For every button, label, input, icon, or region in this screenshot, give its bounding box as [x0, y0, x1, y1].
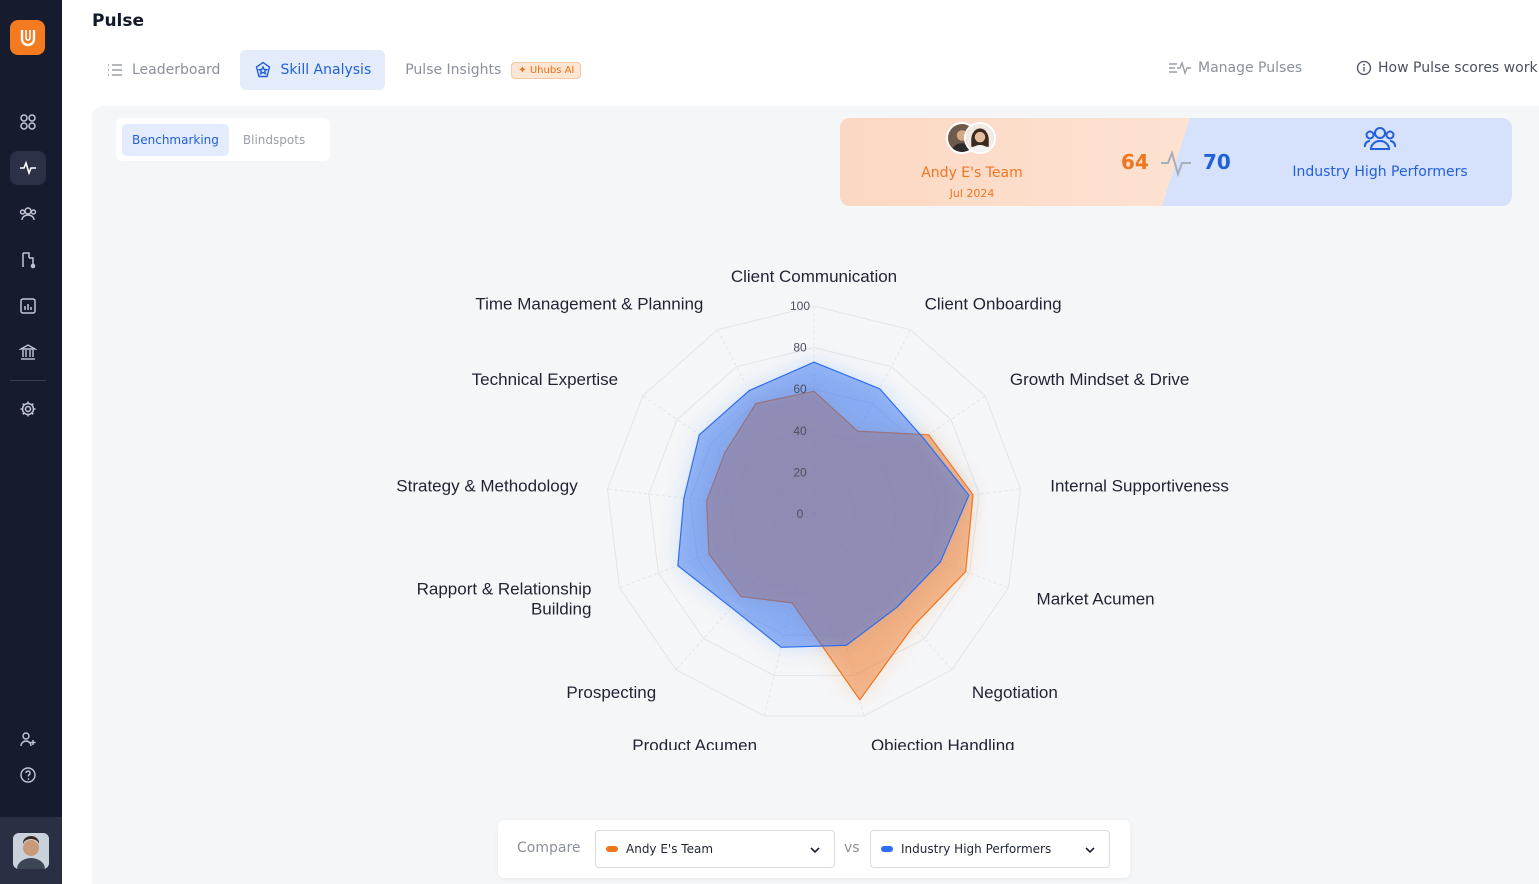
pulse-icon	[1161, 149, 1191, 178]
nav-reports[interactable]	[10, 289, 46, 323]
axis-label: Internal Supportiveness	[1050, 476, 1229, 495]
radial-tick-label: 100	[790, 299, 810, 313]
radial-tick-label: 80	[793, 341, 807, 355]
benchmark-color-dot	[881, 846, 893, 852]
nav-institution[interactable]	[10, 335, 46, 369]
team-member-avatar	[964, 122, 996, 154]
compare-bar: Compare Andy E's Team vs Industry High P…	[498, 820, 1130, 878]
subtab-benchmarking[interactable]: Benchmarking	[122, 123, 229, 156]
gear-icon	[20, 401, 36, 417]
avatar	[13, 832, 49, 869]
compare-right-value: Industry High Performers	[901, 842, 1052, 856]
compare-label: Compare	[517, 840, 581, 856]
badge-icon	[256, 61, 271, 78]
tab-label: Leaderboard	[132, 62, 221, 78]
how-scores-work-label: How Pulse scores work	[1378, 60, 1538, 76]
compare-right-select[interactable]: Industry High Performers	[870, 830, 1110, 868]
axis-label: Objection Handling	[871, 736, 1015, 750]
radial-tick-label: 60	[793, 382, 807, 396]
sparkle-icon: ✦	[518, 64, 527, 76]
comparison-banner: Andy E's Team Jul 2024 64 70 Industry Hi…	[840, 118, 1512, 206]
funnel-icon	[22, 252, 36, 269]
users-icon	[19, 207, 37, 221]
bank-icon	[19, 344, 37, 360]
logo-icon	[20, 29, 35, 46]
axis-label: Client Communication	[731, 267, 897, 286]
ai-badge: ✦ Uhubs AI	[511, 61, 582, 79]
axis-label: Product Acumen	[632, 736, 757, 750]
axis-label: Client Onboarding	[925, 294, 1062, 313]
team-name: Andy E's Team	[921, 165, 1023, 181]
chevron-down-icon	[810, 847, 820, 854]
manage-pulses-label: Manage Pulses	[1198, 60, 1303, 76]
axis-label: Technical Expertise	[472, 370, 618, 389]
axis-label: Market Acumen	[1037, 589, 1155, 608]
axis-label: Negotiation	[972, 683, 1058, 702]
axis-label: Strategy & Methodology	[396, 476, 578, 495]
benchmark-score: 70	[1203, 150, 1231, 174]
list-icon	[108, 64, 122, 76]
subtab-blindspots[interactable]: Blindspots	[242, 132, 306, 147]
team-side	[840, 118, 1190, 206]
grid-icon	[20, 114, 36, 130]
team-date: Jul 2024	[949, 187, 995, 200]
vs-label: vs	[844, 840, 860, 856]
nav-settings[interactable]	[10, 392, 46, 426]
user-profile[interactable]	[0, 817, 62, 884]
tab-label: Skill Analysis	[280, 62, 372, 78]
team-avatars	[946, 122, 998, 156]
tab-bar: Leaderboard Skill Analysis Pulse Insight…	[92, 50, 601, 90]
nav-dashboard[interactable]	[10, 105, 46, 139]
benchmark-name: Industry High Performers	[1292, 164, 1468, 180]
axis-label: Prospecting	[566, 683, 656, 702]
group-icon	[1364, 127, 1396, 150]
nav-invite[interactable]	[10, 722, 46, 756]
add-user-icon	[20, 732, 36, 747]
axis-label: Time Management & Planning	[475, 294, 703, 313]
page-title: Pulse	[92, 11, 145, 31]
manage-pulses-button[interactable]: Manage Pulses	[1168, 60, 1302, 76]
chevron-down-icon	[1085, 847, 1095, 854]
pulse-icon	[20, 160, 36, 176]
how-scores-work-link[interactable]: How Pulse scores work	[1356, 60, 1538, 76]
radial-tick-label: 0	[797, 507, 804, 521]
nav-team[interactable]	[10, 197, 46, 231]
nav-pipeline[interactable]	[10, 243, 46, 277]
compare-left-value: Andy E's Team	[626, 842, 714, 856]
series-area-team[interactable]	[706, 390, 974, 701]
app-logo[interactable]	[10, 20, 45, 55]
tab-pulse-insights[interactable]: Pulse Insights ✦ Uhubs AI	[391, 50, 595, 90]
manage-pulses-icon	[1169, 60, 1191, 76]
ai-badge-label: Uhubs AI	[529, 64, 575, 76]
help-icon	[20, 767, 36, 783]
report-icon	[20, 298, 36, 314]
grid-ring	[648, 347, 980, 677]
view-toggle: Benchmarking Blindspots	[116, 118, 330, 161]
tab-label: Pulse Insights	[405, 62, 502, 78]
tab-skill-analysis[interactable]: Skill Analysis	[240, 50, 386, 90]
sidebar	[0, 0, 62, 884]
team-color-dot	[606, 846, 618, 852]
series-area-benchmark[interactable]	[677, 361, 970, 648]
compare-left-select[interactable]: Andy E's Team	[595, 830, 835, 868]
tab-leaderboard[interactable]: Leaderboard	[92, 50, 234, 90]
info-icon	[1356, 60, 1372, 76]
nav-pulse[interactable]	[10, 151, 46, 185]
team-score: 64	[1121, 150, 1149, 174]
radial-tick-label: 20	[793, 465, 807, 479]
radial-tick-label: 40	[793, 424, 807, 438]
nav-help[interactable]	[10, 758, 46, 792]
axis-label: Growth Mindset & Drive	[1010, 370, 1189, 389]
grid-ring	[607, 305, 1021, 717]
sidebar-divider	[10, 380, 46, 381]
axis-label: Rapport & Relationship Building	[417, 579, 592, 618]
radar-chart: 0 20 40 60 80 100 Client Communication Client O…	[396, 267, 1229, 750]
